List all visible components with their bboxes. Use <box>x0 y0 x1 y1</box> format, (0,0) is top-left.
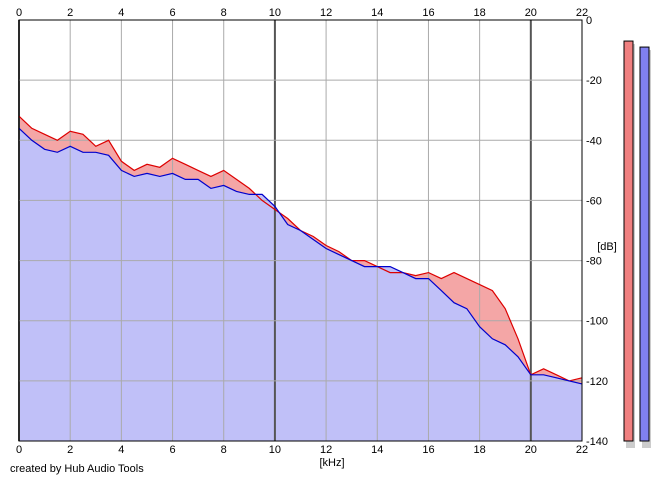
series-1-line <box>18 127 583 385</box>
x-tick-label-bottom: 6 <box>169 444 175 456</box>
level-meter-bar <box>639 46 650 442</box>
x-tick-label-top: 14 <box>371 7 383 19</box>
x-tick-label-bottom: 18 <box>474 444 486 456</box>
x-tick-label-top: 4 <box>118 7 124 19</box>
x-tick-label-bottom: 20 <box>525 444 537 456</box>
series-fills <box>19 116 582 442</box>
x-tick-label-bottom: 4 <box>118 444 124 456</box>
y-tick-label: -140 <box>586 436 608 448</box>
x-tick-labels-top: 0 2 4 6 8 10 12 14 16 18 20 22 <box>16 7 588 19</box>
x-tick-label-bottom: 0 <box>16 444 22 456</box>
y-tick-label: -120 <box>586 376 608 388</box>
x-tick-label-bottom: 22 <box>576 444 588 456</box>
x-tick-label-top: 22 <box>576 7 588 19</box>
x-tick-label-top: 2 <box>67 7 73 19</box>
x-tick-label-top: 10 <box>269 7 281 19</box>
x-tick-label-top: 8 <box>221 7 227 19</box>
x-tick-label-bottom: 2 <box>67 444 73 456</box>
y-tick-label: -40 <box>586 135 602 147</box>
y-tick-labels: 0 -20 -40 -60 -80 -100 -120 -140 <box>586 15 608 448</box>
plot-frame <box>18 19 583 442</box>
x-tick-label-top: 18 <box>474 7 486 19</box>
x-tick-label-bottom: 14 <box>371 444 383 456</box>
x-tick-label-top: 16 <box>422 7 434 19</box>
x-axis-label: [kHz] <box>319 457 344 469</box>
y-tick-label: -20 <box>586 75 602 87</box>
series-1-fill <box>19 128 582 442</box>
credit-text: created by Hub Audio Tools <box>10 463 144 475</box>
y-axis-label: [dB] <box>597 241 617 253</box>
series-lines <box>18 115 583 385</box>
x-tick-label-bottom: 8 <box>221 444 227 456</box>
level-meter-bar <box>623 40 634 442</box>
x-tick-label-top: 12 <box>320 7 332 19</box>
x-tick-label-bottom: 10 <box>269 444 281 456</box>
y-tick-label: -80 <box>586 256 602 268</box>
x-tick-label-bottom: 16 <box>422 444 434 456</box>
y-tick-label: -60 <box>586 195 602 207</box>
level-meters <box>623 40 651 449</box>
y-tick-label: -100 <box>586 316 608 328</box>
y-tick-label: 0 <box>586 15 592 27</box>
x-tick-labels-bottom: 0 2 4 6 8 10 12 14 16 18 20 22 <box>16 444 588 456</box>
x-tick-label-top: 0 <box>16 7 22 19</box>
x-tick-label-top: 20 <box>525 7 537 19</box>
x-tick-label-top: 6 <box>169 7 175 19</box>
x-tick-label-bottom: 12 <box>320 444 332 456</box>
